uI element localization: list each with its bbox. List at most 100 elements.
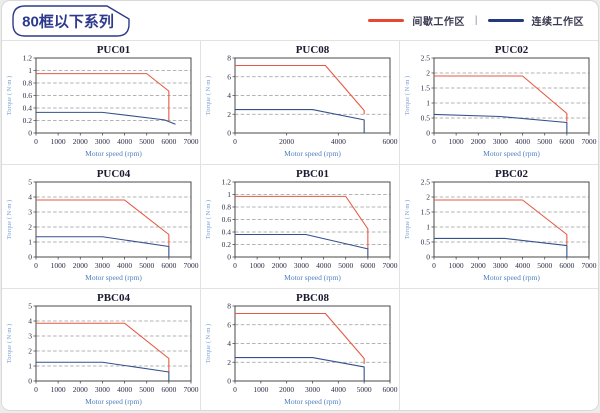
x-tick-label: 4000 — [330, 385, 345, 394]
chart-cell-pbc01: 0 0.2 0.4 0.6 0.8 1 1.2 0 1000 2000 3000 4000 5000 60… — [201, 165, 400, 289]
x-tick-label: 1000 — [448, 261, 463, 270]
y-tick-label: 2 — [227, 357, 231, 366]
x-axis-label: Motor speed (rpm) — [85, 397, 142, 406]
x-axis-label: Motor speed (rpm) — [284, 397, 341, 406]
x-tick-label: 0 — [34, 385, 38, 394]
chart-title: PBC04 — [97, 292, 131, 304]
y-tick-label: 8 — [227, 54, 231, 63]
x-tick-label: 6000 — [382, 137, 397, 146]
x-tick-label: 6000 — [382, 385, 397, 394]
x-axis-label: Motor speed (rpm) — [483, 273, 540, 282]
y-tick-label: 1 — [426, 223, 430, 232]
intermittent-zone-line — [35, 73, 169, 121]
x-axis-label: Motor speed (rpm) — [483, 149, 540, 158]
x-tick-label: 5000 — [139, 261, 154, 270]
intermittent-zone-line — [234, 195, 368, 249]
y-tick-label: 8 — [227, 301, 231, 310]
continuous-zone-swatch — [487, 19, 524, 22]
y-tick-label: 0.4 — [221, 228, 231, 237]
y-axis-label: Torque ( N·m ) — [404, 200, 411, 239]
y-tick-label: 0.5 — [420, 238, 430, 247]
x-tick-label: 1000 — [249, 261, 264, 270]
x-tick-label: 6000 — [559, 261, 574, 270]
page-title: 80框以下系列 — [22, 12, 114, 30]
x-tick-label: 4000 — [515, 137, 530, 146]
x-tick-label: 5000 — [537, 261, 552, 270]
x-tick-label: 3000 — [492, 137, 507, 146]
x-tick-label: 0 — [233, 137, 237, 146]
chart-puc02: 0 0.5 1 1.5 2 2.5 0 1000 2000 3000 4000 5000 6000 700… — [404, 44, 597, 158]
series-title-box: 80框以下系列 — [12, 4, 130, 37]
x-tick-label: 1000 — [50, 385, 65, 394]
intermittent-zone-label: 间歇工作区 — [412, 17, 465, 28]
y-axis-label: Torque ( N·m ) — [205, 200, 212, 239]
x-axis-label: Motor speed (rpm) — [284, 149, 341, 158]
x-tick-label: 0 — [34, 137, 38, 146]
title-outline-shape — [12, 4, 130, 37]
y-tick-label: 0 — [28, 253, 32, 262]
x-tick-label: 3000 — [492, 261, 507, 270]
chart-puc04: 0 1 2 3 4 5 0 1000 2000 3000 4000 5000 6000 7000 PUC04… — [6, 168, 199, 282]
continuous-zone-line — [35, 361, 169, 381]
x-tick-label: 4000 — [515, 261, 530, 270]
x-tick-label: 0 — [432, 137, 436, 146]
legend-separator: | — [474, 15, 478, 26]
chart-cell-pbc04: 0 1 2 3 4 5 0 1000 2000 3000 4000 5000 6000 7000 PBC04… — [2, 289, 201, 410]
chart-title: PBC02 — [495, 168, 529, 180]
y-tick-label: 1 — [28, 238, 32, 247]
y-tick-label: 2 — [426, 69, 430, 78]
x-tick-label: 7000 — [183, 137, 198, 146]
y-tick-label: 2 — [426, 193, 430, 202]
x-tick-label: 6000 — [161, 261, 176, 270]
y-axis-label: Torque ( N·m ) — [6, 76, 13, 115]
y-tick-label: 3 — [28, 331, 32, 340]
y-tick-label: 2 — [28, 223, 32, 232]
chart-cell-puc02: 0 0.5 1 1.5 2 2.5 0 1000 2000 3000 4000 5000 6000 700… — [400, 41, 598, 165]
chart-title: PUC01 — [96, 44, 130, 56]
page-header: 80框以下系列 间歇工作区 | 连续工作区 — [2, 1, 598, 41]
x-tick-label: 3000 — [94, 137, 109, 146]
x-tick-label: 6000 — [559, 137, 574, 146]
chart-cell-puc01: 0 0.2 0.4 0.6 0.8 1 1.2 0 1000 2000 3000 4000 5000 60… — [2, 41, 201, 165]
x-tick-label: 0 — [233, 261, 237, 270]
plot-border — [433, 181, 589, 258]
y-tick-label: 2 — [227, 110, 231, 119]
x-tick-label: 5000 — [356, 385, 371, 394]
y-tick-label: 6 — [227, 320, 231, 329]
x-tick-label: 7000 — [183, 385, 198, 394]
legend: 间歇工作区 | 连续工作区 — [368, 13, 588, 28]
intermittent-zone-line — [35, 199, 169, 247]
x-tick-label: 5000 — [139, 137, 154, 146]
chart-title: PBC01 — [296, 168, 329, 180]
x-axis-label: Motor speed (rpm) — [85, 273, 142, 282]
series-title-border: 80框以下系列 — [12, 4, 130, 37]
y-tick-label: 0.8 — [22, 79, 32, 88]
x-tick-label: 2000 — [279, 385, 294, 394]
y-axis-label: Torque ( N·m ) — [205, 323, 212, 362]
intermittent-zone-line — [234, 64, 365, 115]
y-tick-label: 3 — [28, 208, 32, 217]
x-tick-label: 4000 — [316, 261, 331, 270]
x-tick-label: 0 — [432, 261, 436, 270]
chart-cell-puc08: 0 2 4 6 8 0 2000 4000 6000 PUC08 Motor speed (rpm)… — [201, 41, 400, 165]
intermittent-zone-line — [433, 199, 567, 245]
y-axis-label: Torque ( N·m ) — [404, 76, 411, 115]
y-tick-label: 0 — [227, 253, 231, 262]
y-tick-label: 2.5 — [420, 54, 430, 63]
y-tick-label: 0.2 — [221, 240, 231, 249]
x-tick-label: 1000 — [50, 261, 65, 270]
x-tick-label: 2000 — [72, 137, 87, 146]
y-tick-label: 1.2 — [221, 178, 231, 187]
y-tick-label: 2.5 — [420, 178, 430, 187]
y-tick-label: 1 — [28, 361, 32, 370]
intermittent-zone-line — [35, 322, 169, 372]
chart-pbc01: 0 0.2 0.4 0.6 0.8 1 1.2 0 1000 2000 3000 4000 5000 60… — [205, 168, 398, 282]
x-tick-label: 3000 — [94, 385, 109, 394]
x-tick-label: 7000 — [581, 261, 596, 270]
x-tick-label: 6000 — [161, 385, 176, 394]
y-tick-label: 0 — [426, 253, 430, 262]
continuous-zone-line — [234, 233, 368, 257]
x-tick-label: 7000 — [382, 261, 397, 270]
x-tick-label: 0 — [34, 261, 38, 270]
